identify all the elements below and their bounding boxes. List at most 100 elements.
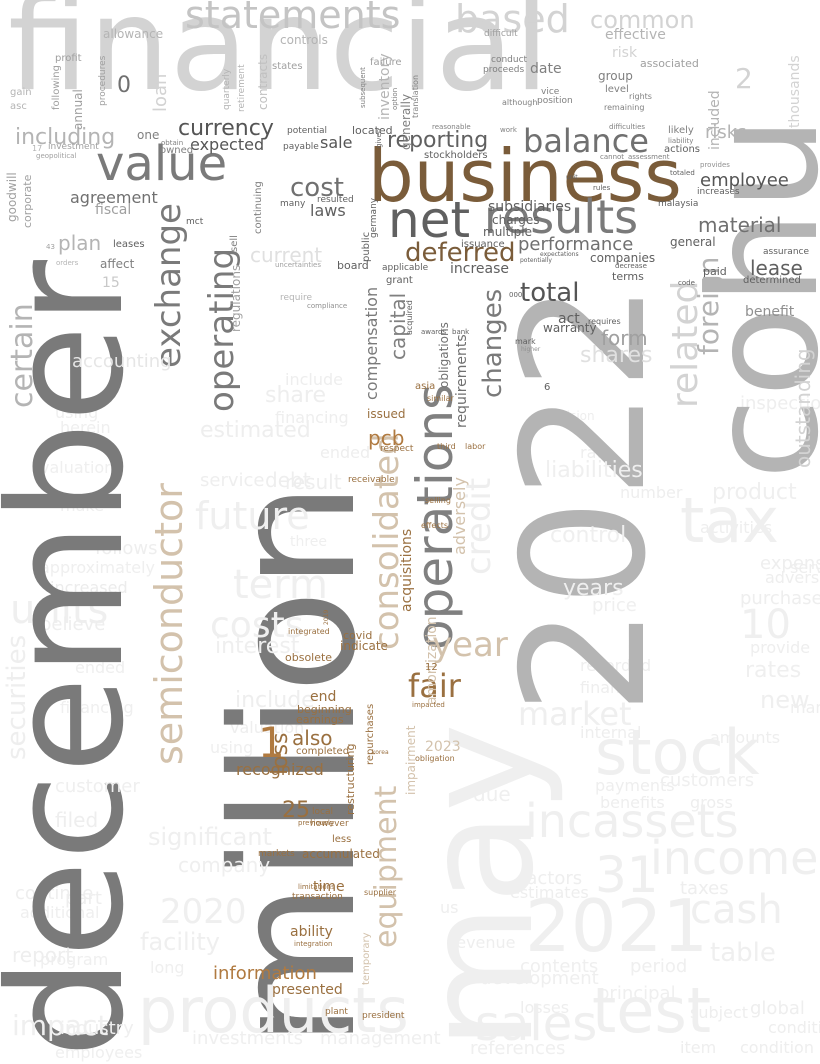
word: position [537,96,573,106]
word: inspection [740,393,820,414]
word: years [563,576,624,601]
word: difficult [484,29,518,39]
word: contracts [256,53,270,110]
word: table [710,938,776,968]
word: recorded [580,656,652,675]
word: gain [10,87,32,98]
word: grant [386,275,413,286]
word: lease [750,256,803,280]
word: 15 [102,275,120,291]
word: actions [664,144,700,155]
word: tax [680,484,779,557]
word: companies [590,251,656,265]
word: allowance [103,27,164,41]
word: time [313,879,345,895]
word: labor [465,442,486,451]
word: multiple [483,225,533,239]
word: accumulated [302,847,380,861]
word: approximately [40,558,155,577]
word: leases [113,239,145,250]
word: receivable [348,475,395,485]
word: employees [55,1043,143,1062]
word: company [178,853,271,877]
word: indicate [340,639,388,653]
word: additional [20,903,100,922]
word: current [250,243,323,267]
word: profit [55,53,82,64]
word: earnings [296,713,344,726]
word: facility [140,928,220,956]
word: recognized [236,760,324,779]
word: units [10,587,109,633]
word: group [598,69,633,83]
word: valuation [230,718,305,737]
word: associated [640,57,699,70]
word: fair [408,667,461,705]
word: cannot [600,153,625,161]
word: using [210,738,254,757]
word: investment [48,142,99,152]
word: certain [5,303,40,408]
word: potentially [520,257,552,264]
word: expected [190,135,265,154]
word: estimates [510,883,589,902]
word: semiconductor [147,483,191,765]
word: acquisitions [399,528,415,612]
word: restructuring [344,743,357,815]
word: 2023 [425,739,461,755]
word: respect [380,444,414,454]
word: new [760,686,810,714]
word: require [280,293,312,303]
word: investments [192,1028,304,1049]
word: market [518,695,632,733]
word: rates [745,658,802,683]
word: liability [668,137,694,145]
word: make [60,496,104,515]
word: factors [520,868,583,889]
word: 1 [258,718,285,767]
word: sale [320,133,353,152]
word: interest [215,634,300,659]
word: following [51,65,62,110]
word: 25 [282,798,310,823]
word: due [473,782,511,806]
word: work [500,126,517,134]
word: impact [12,1009,109,1042]
word: requirements [454,334,470,428]
word: accounting [72,351,172,372]
word: long [150,958,185,977]
word: assessment [628,153,670,161]
word: statements [185,0,401,37]
word: customer [55,776,140,797]
word: internal [580,723,642,742]
word: also [292,726,333,750]
word: service [200,470,265,491]
word: covid [343,629,373,642]
word: result [285,470,342,494]
word: obsolete [285,651,333,664]
word: deferred [405,238,516,268]
word: uncertainties [275,261,321,269]
word: cash [690,887,783,933]
word: loan [150,73,171,112]
word: 12 [425,662,438,673]
word: based [455,0,570,41]
word: affect [100,257,135,271]
word: act [558,311,580,327]
word: level [605,84,629,95]
word: effects [421,521,449,530]
word: 0 [117,73,131,98]
word: financial [8,0,550,120]
word: totaled [670,169,695,177]
word: local [312,807,333,817]
word: korea [372,749,389,756]
word: report [12,943,74,967]
word: assurance [763,247,810,257]
word: results [484,190,639,244]
word: costs [210,605,304,646]
word: filed [55,808,99,832]
word: obligation [415,754,455,763]
word: many [280,199,306,209]
word: item [680,1038,717,1057]
word: 000 [509,291,523,299]
